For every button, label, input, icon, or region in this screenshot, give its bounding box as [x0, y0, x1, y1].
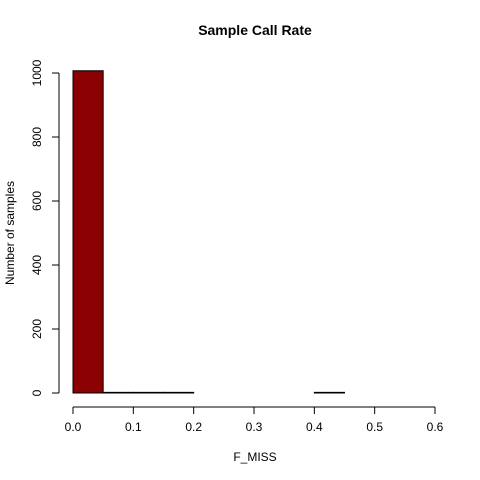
y-tick-label: 0	[30, 389, 44, 396]
histogram-bars	[72, 70, 346, 394]
x-axis: 0.0 0.1 0.2 0.3 0.4 0.5 0.6	[65, 406, 444, 434]
histogram-bar	[102, 391, 134, 394]
y-axis: 0 200 400 600 800 1000	[30, 59, 60, 396]
x-tick-label: 0.1	[125, 420, 142, 434]
x-tick-label: 0.2	[185, 420, 202, 434]
y-tick-label: 800	[30, 127, 44, 147]
y-axis-label: Number of samples	[3, 181, 17, 285]
histogram-bar	[163, 391, 195, 394]
x-tick-label: 0.6	[427, 420, 444, 434]
chart-title: Sample Call Rate	[198, 22, 312, 38]
x-tick-label: 0.0	[65, 420, 82, 434]
x-tick-label: 0.4	[306, 420, 323, 434]
x-tick-label: 0.5	[366, 420, 383, 434]
x-axis-label: F_MISS	[233, 450, 276, 464]
y-tick-label: 400	[30, 255, 44, 275]
y-tick-label: 200	[30, 319, 44, 339]
y-tick-label: 600	[30, 191, 44, 211]
y-tick-label: 1000	[30, 59, 44, 86]
histogram-bar	[313, 391, 346, 394]
histogram-bar	[132, 391, 164, 394]
histogram-bar	[72, 70, 104, 394]
x-tick-label: 0.3	[246, 420, 263, 434]
